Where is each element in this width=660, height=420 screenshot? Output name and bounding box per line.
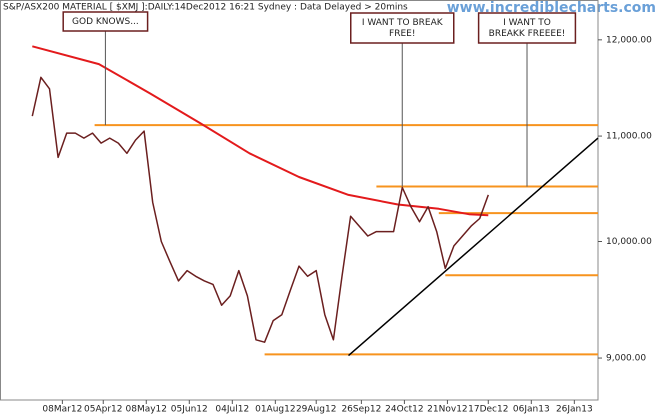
x-tick-label: 17Dec12: [468, 405, 508, 415]
watermark: www.incrediblecharts.com: [447, 0, 656, 16]
x-tick-label: 26Jan13: [556, 405, 593, 415]
annotation-box: [350, 12, 455, 44]
series-line: [348, 137, 599, 357]
plot-frame: [0, 0, 599, 401]
annotation-box: [477, 12, 577, 44]
x-tick-label: 05Apr12: [84, 405, 122, 415]
x-tick-label: 01Aug12: [255, 405, 295, 415]
x-tick-label: 26Sep12: [341, 405, 381, 415]
x-tick-label: 05Jun12: [171, 405, 208, 415]
x-tick-label: 29Aug12: [296, 405, 336, 415]
annotation-text: I WANT TO BREAK: [362, 18, 444, 28]
x-tick-label: 08May12: [126, 405, 168, 415]
x-tick-label: 08Mar12: [42, 405, 82, 415]
annotation-text: GOD KNOWS...: [72, 17, 139, 27]
annotation-text: BREAKK FREEEE!: [489, 29, 566, 39]
x-tick-label: 06Jan13: [513, 405, 550, 415]
y-tick-label: 10,000.00: [606, 237, 652, 247]
x-tick-label: 21Nov12: [427, 405, 467, 415]
chart-title: S&P/ASX200 MATERIAL [ $XMJ ]:DAILY:14Dec…: [3, 3, 408, 13]
y-tick-label: 12,000.00: [606, 35, 652, 45]
series-line: [31, 76, 490, 343]
y-tick-label: 11,000.00: [606, 132, 652, 142]
annotation-text: FREE!: [389, 29, 415, 39]
y-tick-label: 9,000.00: [606, 354, 646, 364]
x-tick-label: 04Jul12: [215, 405, 249, 415]
annotation-box: [62, 11, 149, 32]
x-tick-label: 24Oct12: [385, 405, 423, 415]
series-line: [32, 45, 489, 217]
annotation-text: I WANT TO: [503, 18, 551, 28]
